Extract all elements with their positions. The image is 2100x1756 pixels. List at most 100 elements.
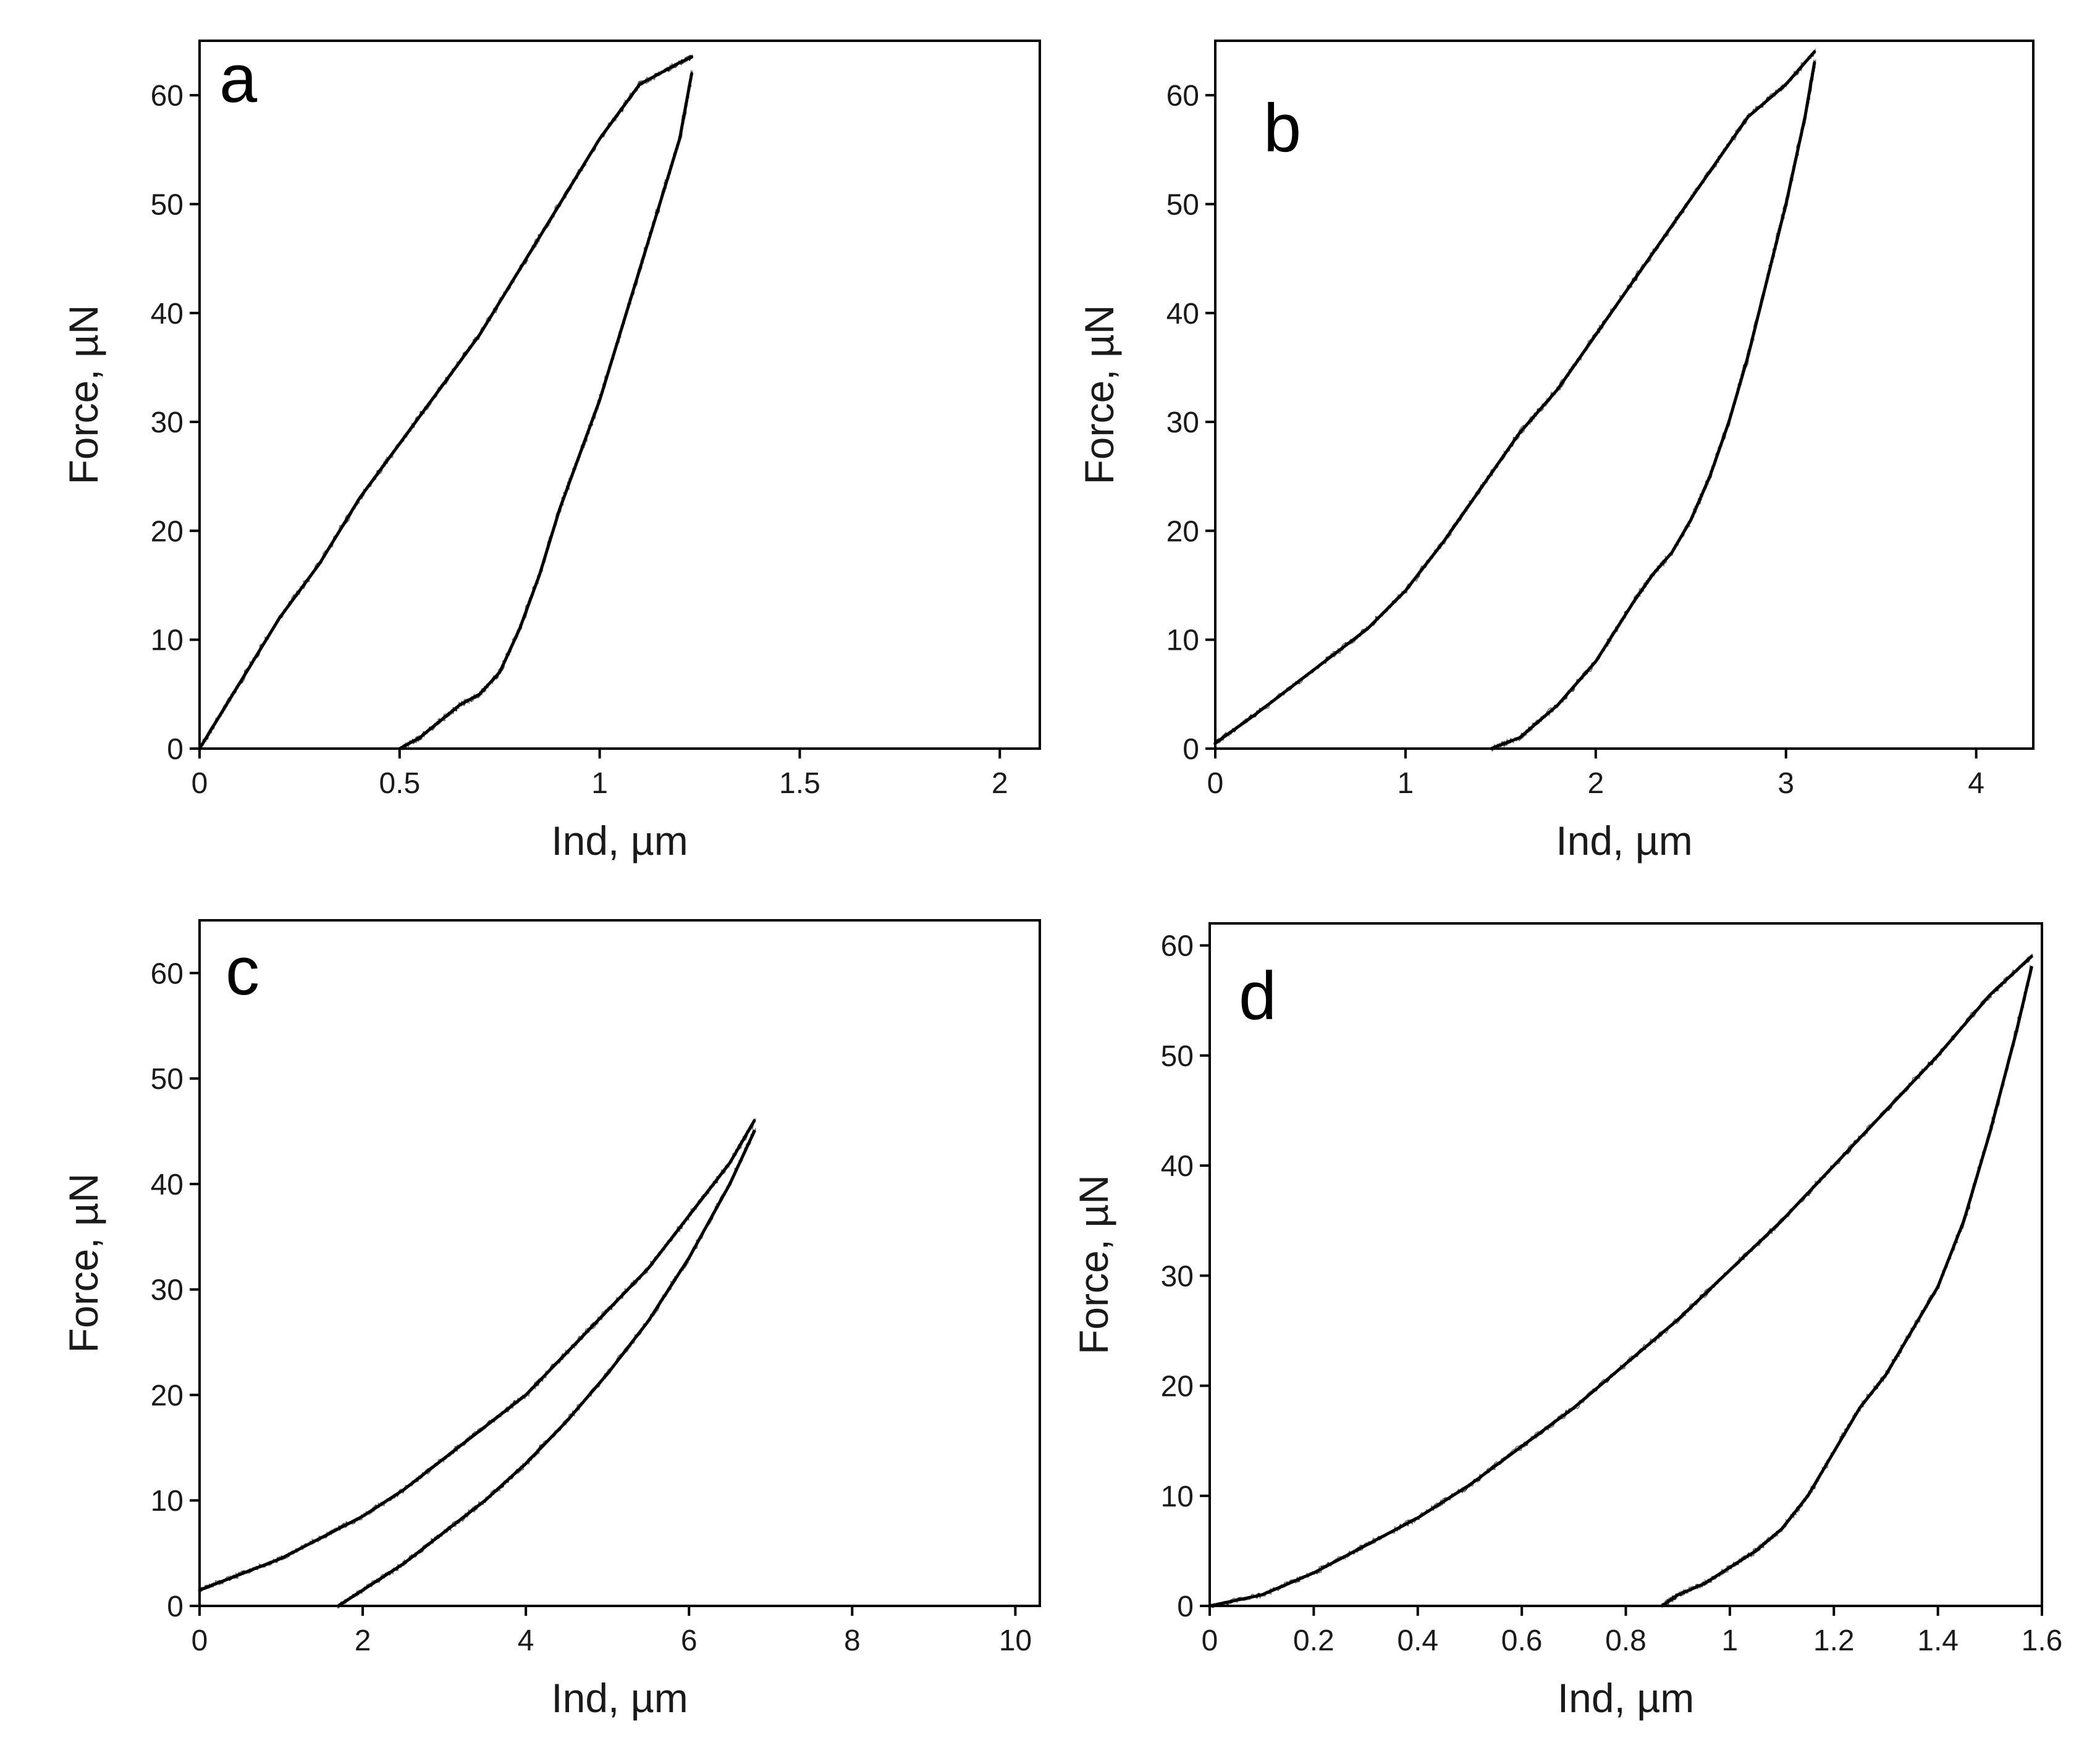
x-tick-label-d-2: 0.4 <box>1397 1624 1438 1657</box>
x-tick-label-b-3: 3 <box>1777 767 1794 800</box>
x-tick-label-c-4: 8 <box>844 1624 861 1657</box>
y-tick-label-a-2: 20 <box>151 515 183 548</box>
y-tick-label-c-2: 20 <box>151 1379 183 1412</box>
curve-c-unloading <box>337 1130 756 1608</box>
curve-noise-a-loading-1 <box>200 54 693 749</box>
curve-noise-d-unloading-2 <box>1661 968 2033 1607</box>
x-axis-title-c: Ind, µm <box>551 1675 688 1721</box>
series-b-unloading <box>1489 59 1816 752</box>
y-tick-label-d-3: 30 <box>1161 1260 1194 1293</box>
series-c-unloading <box>337 1128 757 1609</box>
x-axis-title-b: Ind, µm <box>1556 818 1692 863</box>
y-tick-label-b-6: 60 <box>1166 80 1199 112</box>
curve-noise-b-unloading-2 <box>1491 59 1816 751</box>
x-tick-label-c-0: 0 <box>192 1624 208 1657</box>
curve-c-loading <box>198 1119 756 1592</box>
y-tick-label-b-3: 30 <box>1166 406 1199 439</box>
curve-d-loading <box>1208 955 2033 1608</box>
y-tick-label-a-3: 30 <box>151 406 183 439</box>
y-tick-label-c-4: 40 <box>151 1169 183 1201</box>
curve-noise-c-unloading-2 <box>337 1128 754 1608</box>
y-tick-label-c-6: 60 <box>151 957 183 990</box>
y-tick-label-c-5: 50 <box>151 1063 183 1096</box>
x-tick-label-a-4: 2 <box>992 767 1008 800</box>
curve-noise-d-loading-1 <box>1209 954 2033 1608</box>
curve-noise-a-unloading-1 <box>398 74 693 750</box>
y-tick-label-b-5: 50 <box>1166 188 1199 221</box>
y-tick-label-a-6: 60 <box>151 80 183 112</box>
curve-noise-c-unloading-1 <box>337 1128 756 1606</box>
curve-noise-b-unloading-0 <box>1489 59 1816 750</box>
x-axis-title-a: Ind, µm <box>551 818 688 863</box>
plot-frame-c <box>198 919 1041 1607</box>
plot-frame-b <box>1214 40 2035 750</box>
panel-letter-c: c <box>226 933 259 1009</box>
x-tick-label-b-0: 0 <box>1207 767 1224 800</box>
y-tick-label-d-5: 50 <box>1161 1040 1194 1073</box>
y-tick-label-d-0: 0 <box>1177 1590 1194 1623</box>
curve-noise-a-unloading-0 <box>400 70 693 750</box>
curve-noise-b-loading-1 <box>1213 51 1815 744</box>
curve-noise-d-unloading-1 <box>1661 966 2033 1607</box>
y-tick-label-d-6: 60 <box>1161 930 1194 963</box>
y-tick-label-a-1: 10 <box>151 624 183 657</box>
curve-noise-d-loading-2 <box>1209 956 2033 1608</box>
x-tick-label-a-3: 1.5 <box>779 767 820 800</box>
y-axis-title-b: Force, µN <box>1076 305 1122 484</box>
y-axis-title-d: Force, µN <box>1071 1175 1116 1355</box>
x-tick-label-d-4: 0.8 <box>1605 1624 1647 1657</box>
x-tick-label-d-1: 0.2 <box>1293 1624 1335 1657</box>
series-a-loading <box>198 54 694 751</box>
x-tick-label-d-7: 1.4 <box>1917 1624 1959 1657</box>
curve-noise-d-unloading-0 <box>1661 964 2031 1607</box>
curve-noise-b-loading-2 <box>1215 48 1816 745</box>
y-tick-label-d-2: 20 <box>1161 1371 1194 1403</box>
curve-noise-a-loading-0 <box>200 54 693 751</box>
y-tick-label-c-1: 10 <box>151 1485 183 1518</box>
panel-letter-d: d <box>1239 958 1276 1034</box>
curve-noise-d-loading-0 <box>1208 954 2033 1608</box>
x-tick-label-b-4: 4 <box>1968 767 1984 800</box>
x-tick-label-c-1: 2 <box>355 1624 371 1657</box>
series-d-unloading <box>1660 964 2033 1608</box>
y-tick-label-b-1: 10 <box>1166 624 1199 657</box>
x-tick-label-b-2: 2 <box>1587 767 1604 800</box>
x-tick-label-b-1: 1 <box>1398 767 1414 800</box>
curve-noise-c-loading-2 <box>198 1121 754 1592</box>
series-c-loading <box>198 1118 757 1594</box>
y-tick-label-d-4: 40 <box>1161 1150 1194 1183</box>
y-tick-label-a-5: 50 <box>151 188 183 221</box>
y-tick-label-b-0: 0 <box>1183 733 1199 766</box>
y-tick-label-c-0: 0 <box>167 1590 183 1623</box>
y-axis-title-a: Force, µN <box>61 305 106 484</box>
plot-frame-d <box>1208 922 2043 1607</box>
panel-c: 0 2 4 6 8 10 0 10 20 30 40 50 60 Ind, µm Force, µN c <box>61 919 1041 1721</box>
x-axis-title-d: Ind, µm <box>1558 1675 1694 1721</box>
curve-b-loading <box>1213 50 1816 745</box>
x-tick-label-c-3: 6 <box>681 1624 698 1657</box>
panel-letter-b: b <box>1263 90 1301 166</box>
panel-d: 0 0.2 0.4 0.6 0.8 1 1.2 1.4 1.6 0 10 20 30 40 50 60 Ind,… <box>1071 922 2063 1721</box>
curve-noise-a-unloading-2 <box>398 70 692 752</box>
y-tick-label-c-3: 30 <box>151 1274 183 1307</box>
curve-a-loading <box>198 55 694 750</box>
curve-noise-c-loading-0 <box>200 1118 755 1590</box>
curve-d-unloading <box>1660 965 2033 1608</box>
curve-noise-c-unloading-0 <box>337 1130 757 1609</box>
curve-noise-c-loading-1 <box>199 1118 757 1594</box>
curve-b-unloading <box>1490 61 1816 750</box>
x-tick-label-c-5: 10 <box>999 1624 1032 1657</box>
x-tick-label-a-0: 0 <box>192 767 208 800</box>
curve-noise-b-loading-0 <box>1213 53 1816 745</box>
x-tick-label-d-8: 1.6 <box>2022 1624 2063 1657</box>
x-tick-label-d-3: 0.6 <box>1501 1624 1543 1657</box>
plot-frame-a <box>198 40 1041 750</box>
x-tick-label-c-2: 4 <box>518 1624 534 1657</box>
x-tick-label-d-6: 1.2 <box>1813 1624 1855 1657</box>
y-tick-label-a-4: 40 <box>151 298 183 330</box>
x-tick-label-a-1: 0.5 <box>379 767 420 800</box>
series-b-loading <box>1213 48 1816 745</box>
y-tick-label-d-1: 10 <box>1161 1481 1194 1513</box>
series-d-loading <box>1208 954 2033 1608</box>
